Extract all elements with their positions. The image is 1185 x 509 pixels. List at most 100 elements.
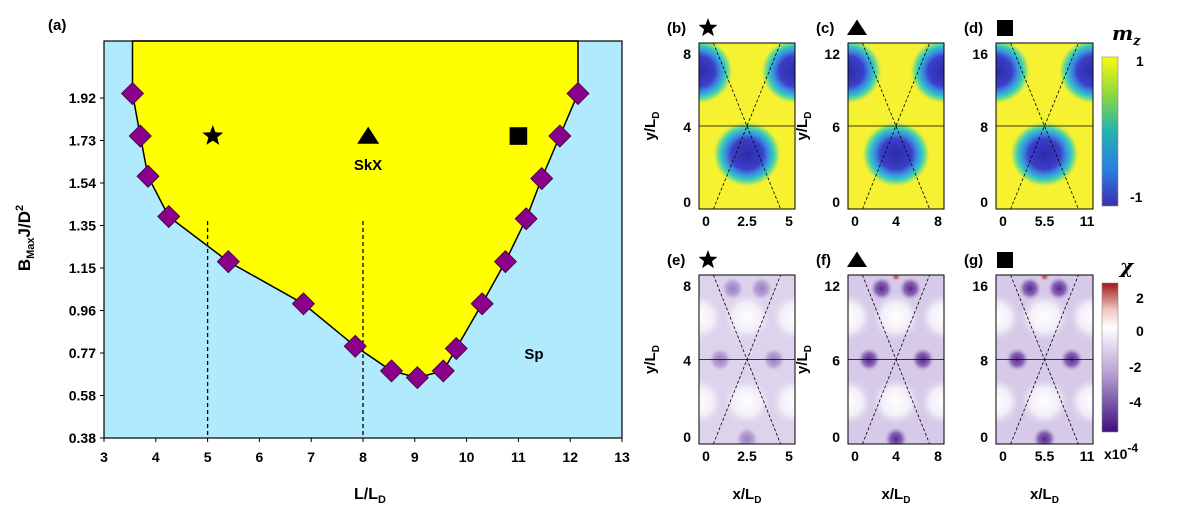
heatmap-x-tick: 0 (702, 213, 710, 229)
mz-colorbar-tick-max: 1 (1136, 53, 1144, 69)
heatmap-y-tick: 0 (683, 194, 691, 210)
phase-square-marker (509, 127, 528, 145)
y-tick-label: 0.96 (69, 303, 96, 319)
mz-colorbar-label-main: m (1112, 21, 1133, 45)
heatmap-x-tick: 5.5 (1035, 213, 1055, 229)
skyrmion-core (1009, 121, 1080, 188)
heatmap-panel-label: (b) (667, 20, 686, 37)
heatmap-frame (698, 42, 796, 210)
x-axis-label-main: L/L (354, 486, 378, 503)
boundary-diamond (470, 292, 494, 316)
y-axis-label-main: B (15, 259, 34, 271)
chi-heatmap-row: (e) 0 4 8 0 2.5 5 x/LD y/LD (f) 0 6 12 0 4 8 x/LD y/LD (g)… (642, 250, 1095, 506)
y-axis-label-sub: Max (25, 237, 37, 259)
x-tick-labels: 3 4 5 6 7 8 9 10 11 12 13 (100, 438, 630, 465)
boundary-diamond (157, 204, 181, 229)
mz-colorbar-label: mz (1112, 21, 1141, 49)
x-tick-label: 5 (204, 449, 212, 465)
skyrmion-core (760, 43, 795, 105)
heatmap-square-marker (997, 20, 1013, 36)
phase-triangle-marker (357, 126, 380, 144)
skyrmion-core (861, 121, 931, 188)
chi-light-spot (699, 378, 723, 426)
y-tick-label: 1.92 (69, 90, 96, 106)
heatmap-x-tick: 0 (999, 448, 1007, 464)
x-tick-label: 12 (562, 449, 578, 465)
heatmap-y-axis-label: y/LD (642, 112, 662, 141)
heatmap-x-tick: 0 (851, 448, 859, 464)
skyrmion-core (996, 43, 1031, 105)
heatmap-field (996, 275, 1093, 444)
heatmap-y-tick: 0 (980, 194, 988, 210)
heatmap-x-axis-label: x/LD (733, 486, 762, 506)
y-tick-label: 1.15 (69, 260, 96, 276)
y-tick-label: 0.77 (69, 345, 96, 361)
chi-light-spot (996, 378, 1021, 426)
dashed-lines (206, 221, 364, 438)
chi-light-spot (996, 293, 1021, 341)
x-tick-label: 9 (411, 449, 419, 465)
heatmap-triangle-marker (847, 19, 867, 35)
y-axis-label: BMaxJ/D2 (14, 205, 37, 271)
heatmap-panel-label: (g) (964, 252, 983, 269)
chi-light-spot (1068, 293, 1093, 341)
chi-dark-spot (898, 276, 922, 301)
heatmap-x-tick: 5.5 (1035, 448, 1055, 464)
chi-colorbar-bar (1101, 282, 1119, 433)
heatmap-x-axis-label: x/LD (1030, 486, 1059, 506)
x-tick-label: 4 (152, 449, 160, 465)
x-tick-label: 8 (359, 449, 367, 465)
boundary-diamond (120, 81, 145, 106)
boundary-diamond (291, 292, 315, 316)
heatmap-y-tick: 0 (832, 429, 840, 445)
heatmap-y-tick: 4 (683, 353, 691, 369)
boundary-diamond (216, 250, 240, 274)
heatmap-y-tick: 4 (683, 119, 691, 135)
chi-colorbar-label: χ (1118, 254, 1135, 278)
phase-star-marker (202, 125, 224, 145)
chi-colorbar-tick-2: 2 (1136, 290, 1144, 306)
heatmap-y-axis-label: y/LD (794, 345, 814, 374)
skyrmion-core (699, 43, 734, 105)
mz-colorbar-label-sub: z (1132, 34, 1141, 49)
heatmap-x-tick: 4 (892, 448, 900, 464)
heatmap-b: (b) 0 4 8 0 2.5 5 y/LD (642, 18, 796, 229)
heatmap-c: (c) 0 6 12 0 4 8 y/LD (794, 19, 945, 229)
chi-colorbar-tick-m4: -4 (1129, 394, 1142, 410)
boundary-diamond (530, 166, 554, 191)
heatmap-panel-label: (f) (816, 252, 831, 269)
chi-light-spot (1020, 378, 1069, 426)
y-tick-label: 1.54 (69, 175, 96, 191)
y-tick-label: 1.35 (69, 218, 96, 234)
y-axis-label-post: J/D (15, 211, 34, 237)
phase-diagram: 3 4 5 6 7 8 9 10 11 12 13 0.38 0.58 0.77 0.96 1.15 1.35… (14, 40, 630, 506)
y-tick-label: 1.73 (69, 133, 96, 149)
heatmap-x-tick: 2.5 (737, 213, 757, 229)
skyrmion-core (848, 43, 883, 105)
heatmap-x-axis-label: x/LD (882, 486, 911, 506)
heatmap-x-tick: 11 (1080, 448, 1095, 464)
mz-colorbar-bar (1101, 56, 1119, 207)
heatmap-panel-label: (d) (964, 20, 983, 37)
heatmap-e: (e) 0 4 8 0 2.5 5 x/LD y/LD (642, 250, 796, 506)
chi-light-spot (920, 293, 944, 341)
chi-colorbar: χ 2 0 -2 -4 x10-4 (1101, 254, 1144, 462)
heatmap-panel-label: (c) (816, 20, 834, 37)
heatmap-panel-label: (e) (667, 252, 685, 269)
y-axis-label-sup: 2 (14, 205, 26, 211)
skx-label: SkX (354, 157, 382, 174)
heatmap-x-tick: 0 (851, 213, 859, 229)
heatmap-frame (995, 42, 1094, 210)
chi-light-spot (723, 293, 771, 341)
x-tick-label: 10 (459, 449, 475, 465)
heatmap-y-tick: 8 (683, 46, 691, 62)
chi-colorbar-tick-m2: -2 (1129, 359, 1142, 375)
chi-red-spot (1039, 275, 1050, 281)
chi-light-spot (1020, 293, 1069, 341)
chi-light-spot (872, 293, 920, 341)
skyrmion-core (1058, 43, 1093, 105)
heatmap-x-tick: 0 (999, 213, 1007, 229)
chi-dark-spot (1047, 276, 1071, 301)
x-tick-label: 11 (511, 449, 526, 465)
